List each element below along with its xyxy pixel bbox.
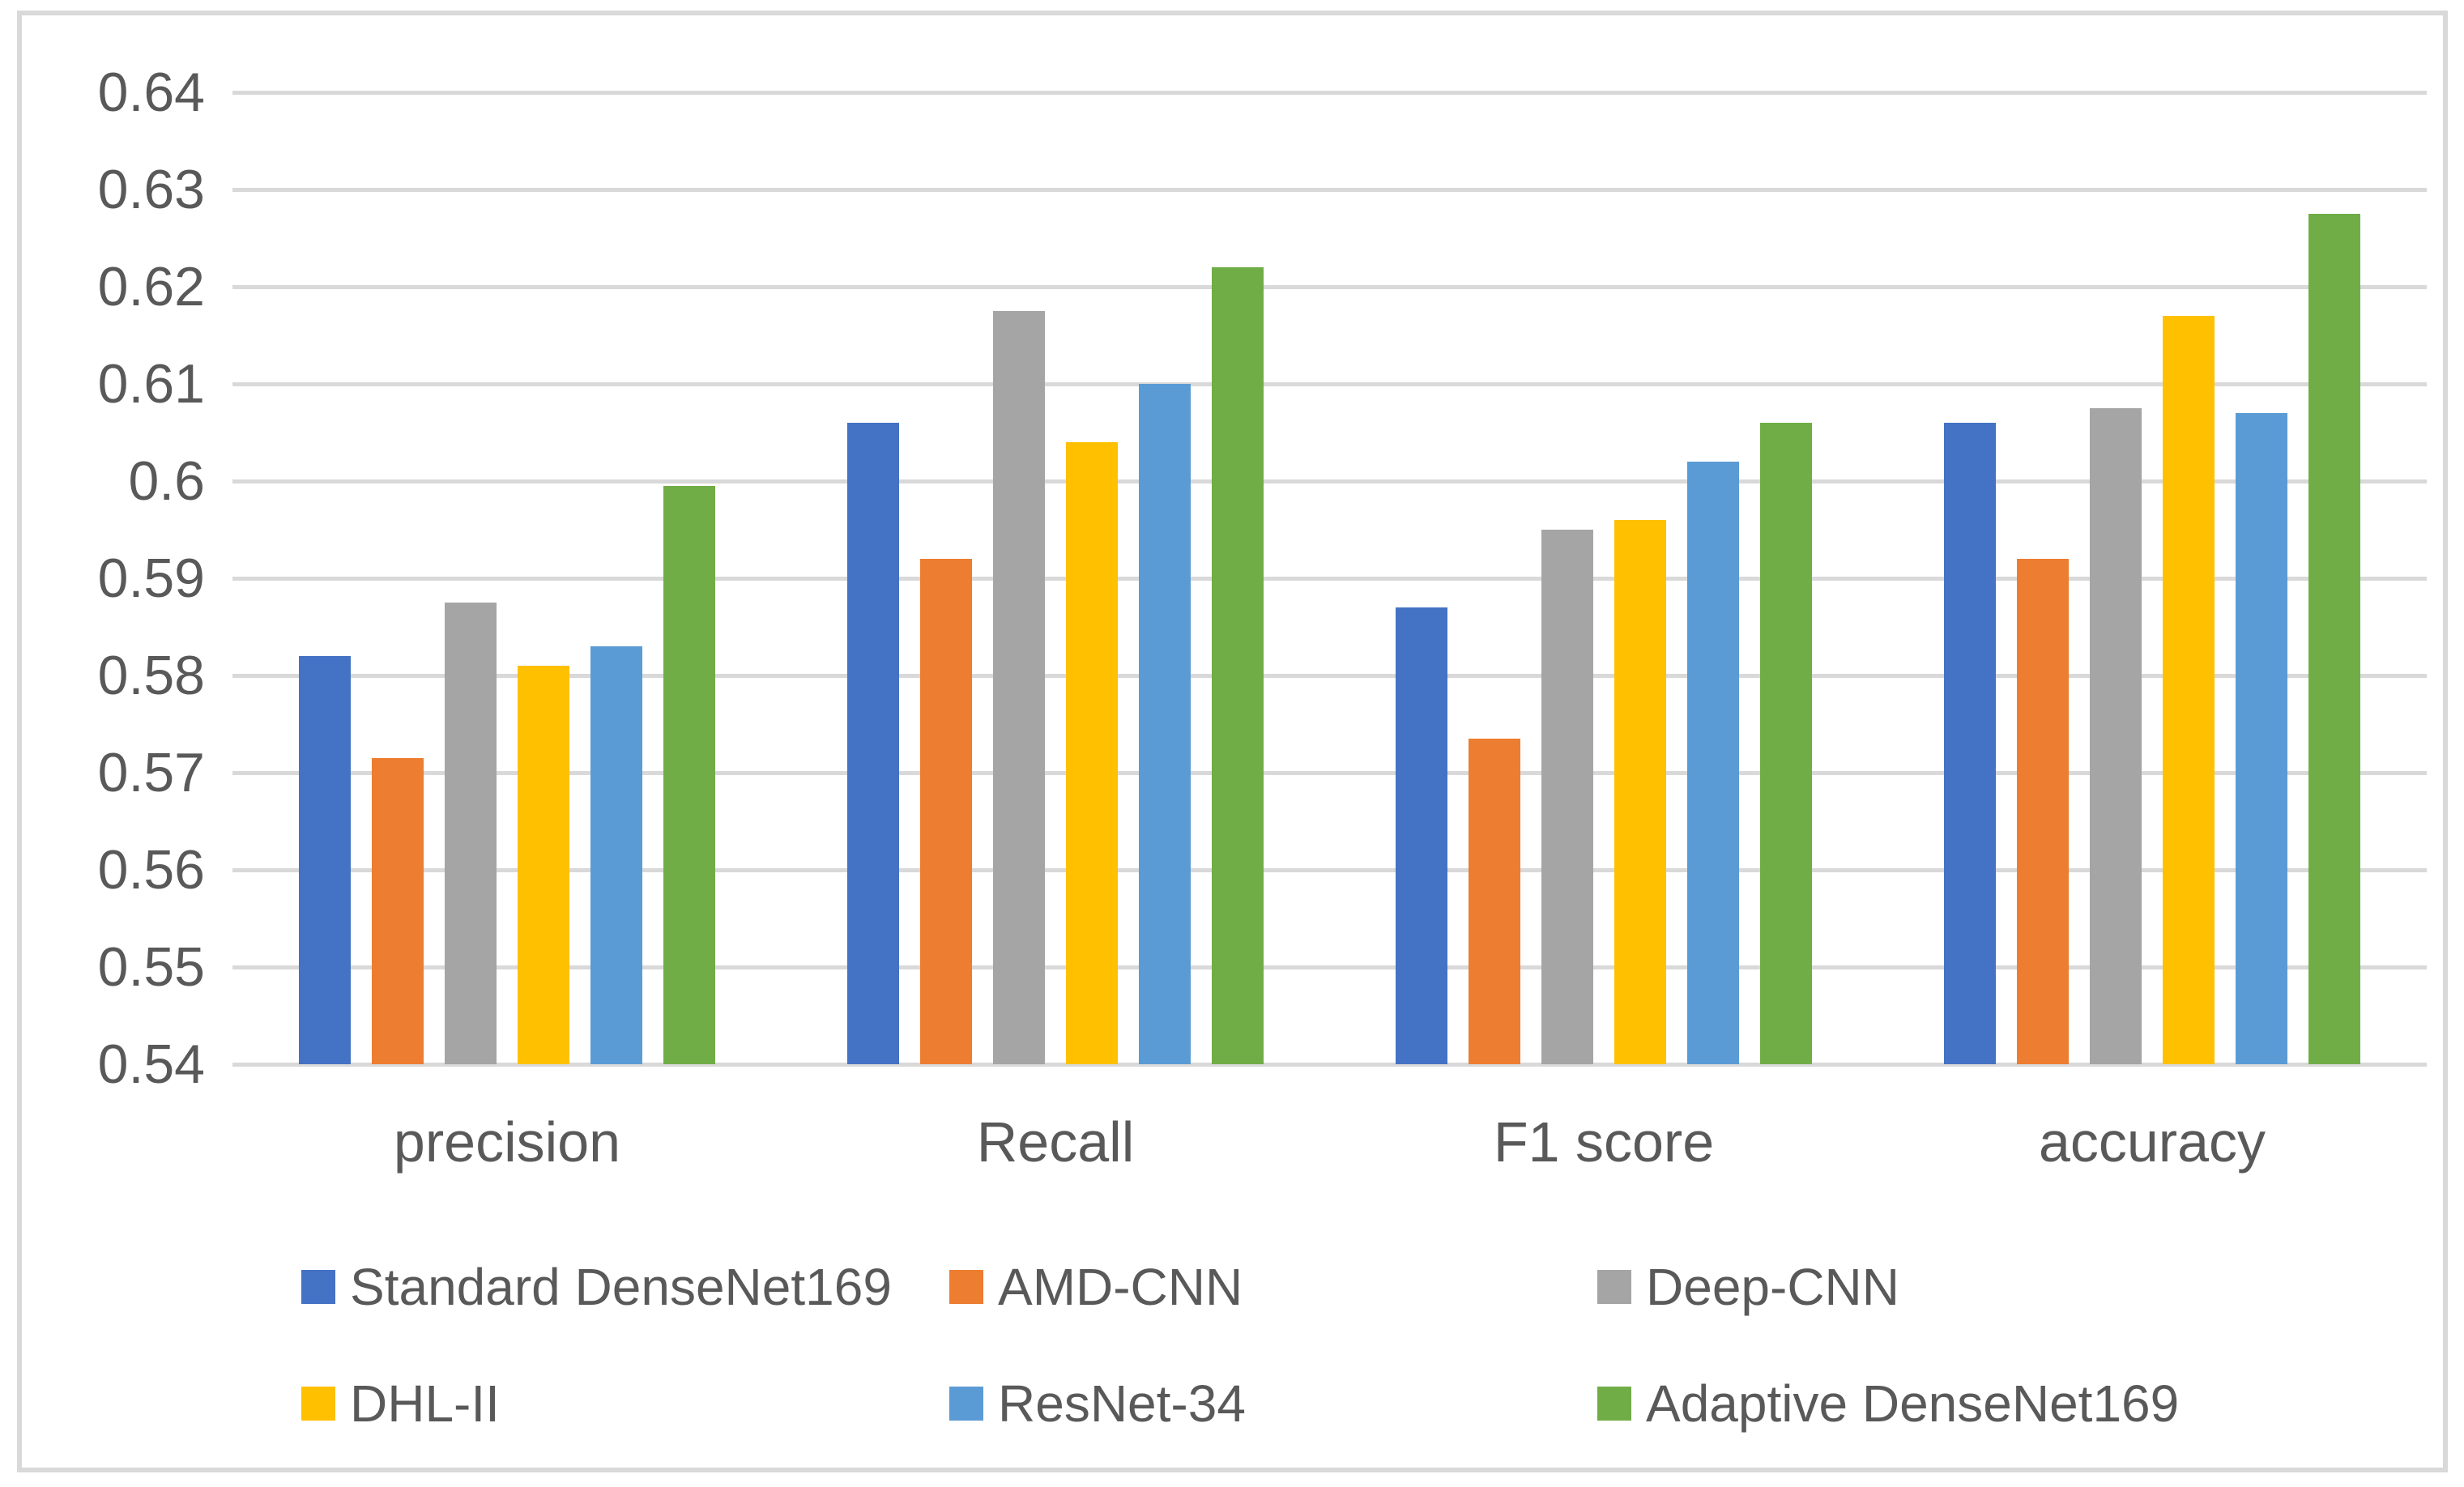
bar-ResNet-34-precision [590,646,642,1064]
legend-label: Adaptive DenseNet169 [1646,1374,2180,1433]
gridline [232,674,2427,678]
legend-item-AMD-CNN: AMD-CNN [949,1258,1243,1316]
y-tick-label: 0.6 [128,450,205,512]
x-category-label-F1 score: F1 score [1493,1110,1715,1174]
y-tick-label: 0.57 [97,742,205,803]
legend-item-Standard DenseNet169: Standard DenseNet169 [301,1258,892,1316]
bar-ResNet-34-accuracy [2236,413,2287,1064]
y-tick-label: 0.63 [97,159,205,220]
gridline [232,188,2427,192]
legend-item-Adaptive DenseNet169: Adaptive DenseNet169 [1597,1374,2179,1433]
bar-Deep-CNN-precision [445,603,497,1064]
legend-item-ResNet-34: ResNet-34 [949,1374,1246,1433]
legend-swatch-icon [1597,1270,1631,1304]
bar-DHL-II-F1 score [1614,520,1666,1064]
gridline [232,91,2427,95]
legend-swatch-icon [301,1270,335,1304]
bar-Adaptive DenseNet169-accuracy [2308,214,2360,1064]
legend-swatch-icon [301,1387,335,1421]
bar-AMD-CNN-accuracy [2017,559,2069,1064]
gridline [232,479,2427,484]
x-category-label-Recall: Recall [976,1110,1135,1174]
bar-Standard DenseNet169-accuracy [1944,423,1996,1064]
legend-item-DHL-II: DHL-II [301,1374,500,1433]
legend-label: ResNet-34 [998,1374,1246,1433]
bar-Standard DenseNet169-F1 score [1396,607,1447,1064]
legend-label: AMD-CNN [998,1258,1243,1316]
y-tick-label: 0.59 [97,548,205,609]
bar-ResNet-34-Recall [1139,384,1191,1064]
gridline [232,868,2427,872]
gridline [232,1063,2427,1067]
bar-Deep-CNN-F1 score [1541,530,1593,1064]
y-tick-label: 0.62 [97,256,205,317]
legend-swatch-icon [949,1270,983,1304]
gridline [232,965,2427,969]
legend-swatch-icon [1597,1387,1631,1421]
y-tick-label: 0.54 [97,1033,205,1095]
legend-item-Deep-CNN: Deep-CNN [1597,1258,1899,1316]
gridline [232,577,2427,581]
bar-Deep-CNN-Recall [993,311,1045,1064]
legend-label: Deep-CNN [1646,1258,1899,1316]
bar-DHL-II-accuracy [2163,316,2215,1064]
chart-frame: 0.64 0.63 0.62 0.61 0.6 0.59 0.58 0.57 0.56 0.55 0… [17,11,2448,1472]
bar-DHL-II-precision [518,666,569,1064]
y-tick-label: 0.58 [97,645,205,706]
bar-ResNet-34-F1 score [1687,462,1739,1064]
gridline [232,771,2427,775]
bar-Standard DenseNet169-precision [299,656,351,1064]
y-tick-label: 0.56 [97,839,205,901]
bar-Deep-CNN-accuracy [2090,408,2142,1064]
y-tick-label: 0.55 [97,936,205,998]
bar-Adaptive DenseNet169-Recall [1212,267,1264,1064]
y-tick-label: 0.64 [97,62,205,123]
x-category-label-precision: precision [393,1110,621,1174]
gridline [232,285,2427,289]
bar-DHL-II-Recall [1066,442,1118,1064]
y-tick-label: 0.61 [97,353,205,415]
bar-Standard DenseNet169-Recall [847,423,899,1064]
legend-label: DHL-II [350,1374,500,1433]
legend-label: Standard DenseNet169 [350,1258,892,1316]
bar-Adaptive DenseNet169-F1 score [1760,423,1812,1064]
bar-AMD-CNN-Recall [920,559,972,1064]
gridline [232,382,2427,386]
legend-swatch-icon [949,1387,983,1421]
bar-AMD-CNN-precision [372,758,424,1064]
bar-AMD-CNN-F1 score [1469,739,1520,1064]
x-category-label-accuracy: accuracy [2038,1110,2266,1174]
bar-Adaptive DenseNet169-precision [663,486,715,1064]
